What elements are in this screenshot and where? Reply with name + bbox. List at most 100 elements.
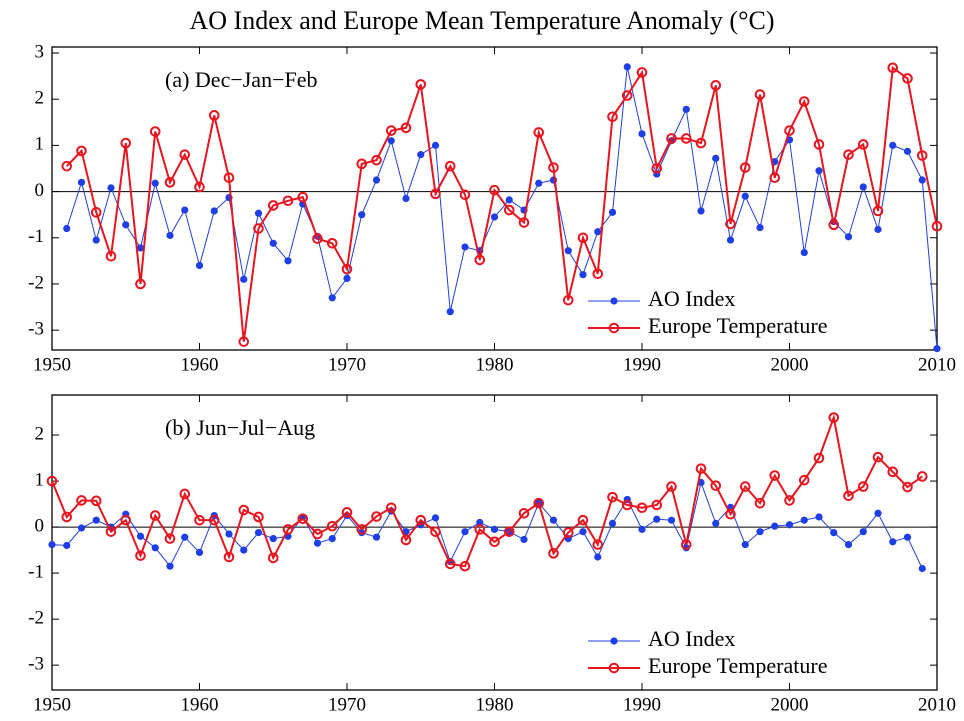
data-point xyxy=(726,236,735,244)
data-point xyxy=(195,548,204,556)
data-point xyxy=(756,223,764,232)
data-point xyxy=(830,529,838,537)
data-point xyxy=(608,208,617,216)
data-point xyxy=(518,217,530,228)
data-point xyxy=(284,257,292,265)
data-point xyxy=(667,516,676,524)
data-point xyxy=(446,308,454,316)
data-point xyxy=(489,536,500,548)
data-point xyxy=(105,526,117,537)
data-point xyxy=(253,511,264,523)
data-point xyxy=(638,130,646,138)
y-tick-label: 2 xyxy=(35,88,45,109)
x-tick-label: 2010 xyxy=(918,694,956,715)
data-point xyxy=(459,560,471,572)
data-point xyxy=(90,207,102,218)
data-point xyxy=(918,176,926,184)
data-point xyxy=(166,231,174,240)
data-point xyxy=(297,191,309,203)
data-point xyxy=(328,294,336,302)
x-tick-label: 1950 xyxy=(33,354,71,375)
y-tick-label: -2 xyxy=(28,607,44,628)
data-point xyxy=(931,220,943,232)
data-point xyxy=(548,548,559,559)
data-point xyxy=(210,207,218,215)
data-point xyxy=(444,160,456,172)
x-tick-label: 1990 xyxy=(623,354,661,375)
data-point xyxy=(518,507,530,519)
x-tick-label: 1960 xyxy=(181,694,219,715)
data-point xyxy=(297,513,309,525)
data-point xyxy=(579,271,587,279)
data-point xyxy=(120,137,132,149)
data-point xyxy=(149,126,161,137)
data-point xyxy=(400,534,412,546)
data-point xyxy=(636,502,648,514)
y-tick-label: 3 xyxy=(35,41,45,62)
data-point xyxy=(238,504,250,516)
x-tick-label: 1970 xyxy=(328,354,366,375)
data-point xyxy=(267,552,279,564)
data-point xyxy=(267,200,279,211)
data-point xyxy=(194,181,205,193)
data-point xyxy=(594,228,602,236)
data-point xyxy=(933,345,941,353)
data-point xyxy=(240,275,248,283)
y-tick-label: -2 xyxy=(28,272,44,293)
data-point xyxy=(918,564,926,573)
plot-frame xyxy=(51,46,938,351)
data-point xyxy=(312,233,323,244)
data-point xyxy=(253,223,264,234)
data-point xyxy=(208,110,220,121)
data-point xyxy=(533,127,545,138)
data-point xyxy=(712,154,720,162)
data-point xyxy=(328,534,336,543)
x-tick-label: 2000 xyxy=(771,694,809,715)
data-point xyxy=(549,516,558,524)
data-point xyxy=(577,232,589,244)
data-point xyxy=(474,524,486,535)
data-point xyxy=(725,508,736,520)
data-point xyxy=(164,533,176,544)
data-point xyxy=(76,145,87,157)
data-point xyxy=(712,519,720,528)
data-point xyxy=(682,105,690,113)
data-point xyxy=(577,514,589,526)
data-point xyxy=(887,62,899,74)
data-point xyxy=(874,509,882,517)
y-tick-label: -1 xyxy=(28,226,44,247)
data-point xyxy=(535,179,543,187)
data-point xyxy=(636,67,648,78)
data-point xyxy=(269,534,277,543)
data-point xyxy=(594,553,602,561)
data-point xyxy=(680,539,692,550)
data-point xyxy=(844,540,853,549)
data-point xyxy=(815,167,823,175)
data-point xyxy=(872,205,884,217)
data-point xyxy=(61,160,73,172)
data-point xyxy=(430,188,441,200)
x-tick-label: 1960 xyxy=(181,354,219,375)
data-point xyxy=(372,176,381,184)
data-point xyxy=(61,511,73,523)
data-point xyxy=(769,470,781,481)
data-point xyxy=(166,562,174,570)
y-tick-label: 0 xyxy=(35,515,45,536)
data-point xyxy=(889,538,897,546)
data-point xyxy=(666,481,677,492)
y-tick-label: -1 xyxy=(28,561,44,582)
data-point xyxy=(415,514,427,526)
data-point xyxy=(489,184,500,196)
data-point xyxy=(653,515,661,523)
data-point xyxy=(195,261,204,270)
data-point xyxy=(533,497,545,509)
data-point xyxy=(107,184,115,192)
data-point xyxy=(682,544,690,552)
series-line xyxy=(66,66,938,349)
data-point xyxy=(798,474,810,486)
data-point xyxy=(90,495,102,507)
x-tick-label: 1950 xyxy=(33,694,71,715)
data-point xyxy=(415,79,427,90)
data-point xyxy=(771,522,779,530)
data-point xyxy=(562,527,574,538)
